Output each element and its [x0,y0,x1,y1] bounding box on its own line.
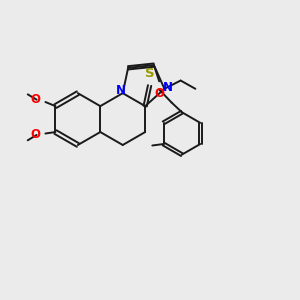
Text: N: N [163,81,173,94]
Text: O: O [30,93,40,106]
Text: S: S [146,67,155,80]
Text: O: O [154,87,164,100]
Text: O: O [30,128,40,142]
Text: N: N [116,84,125,97]
